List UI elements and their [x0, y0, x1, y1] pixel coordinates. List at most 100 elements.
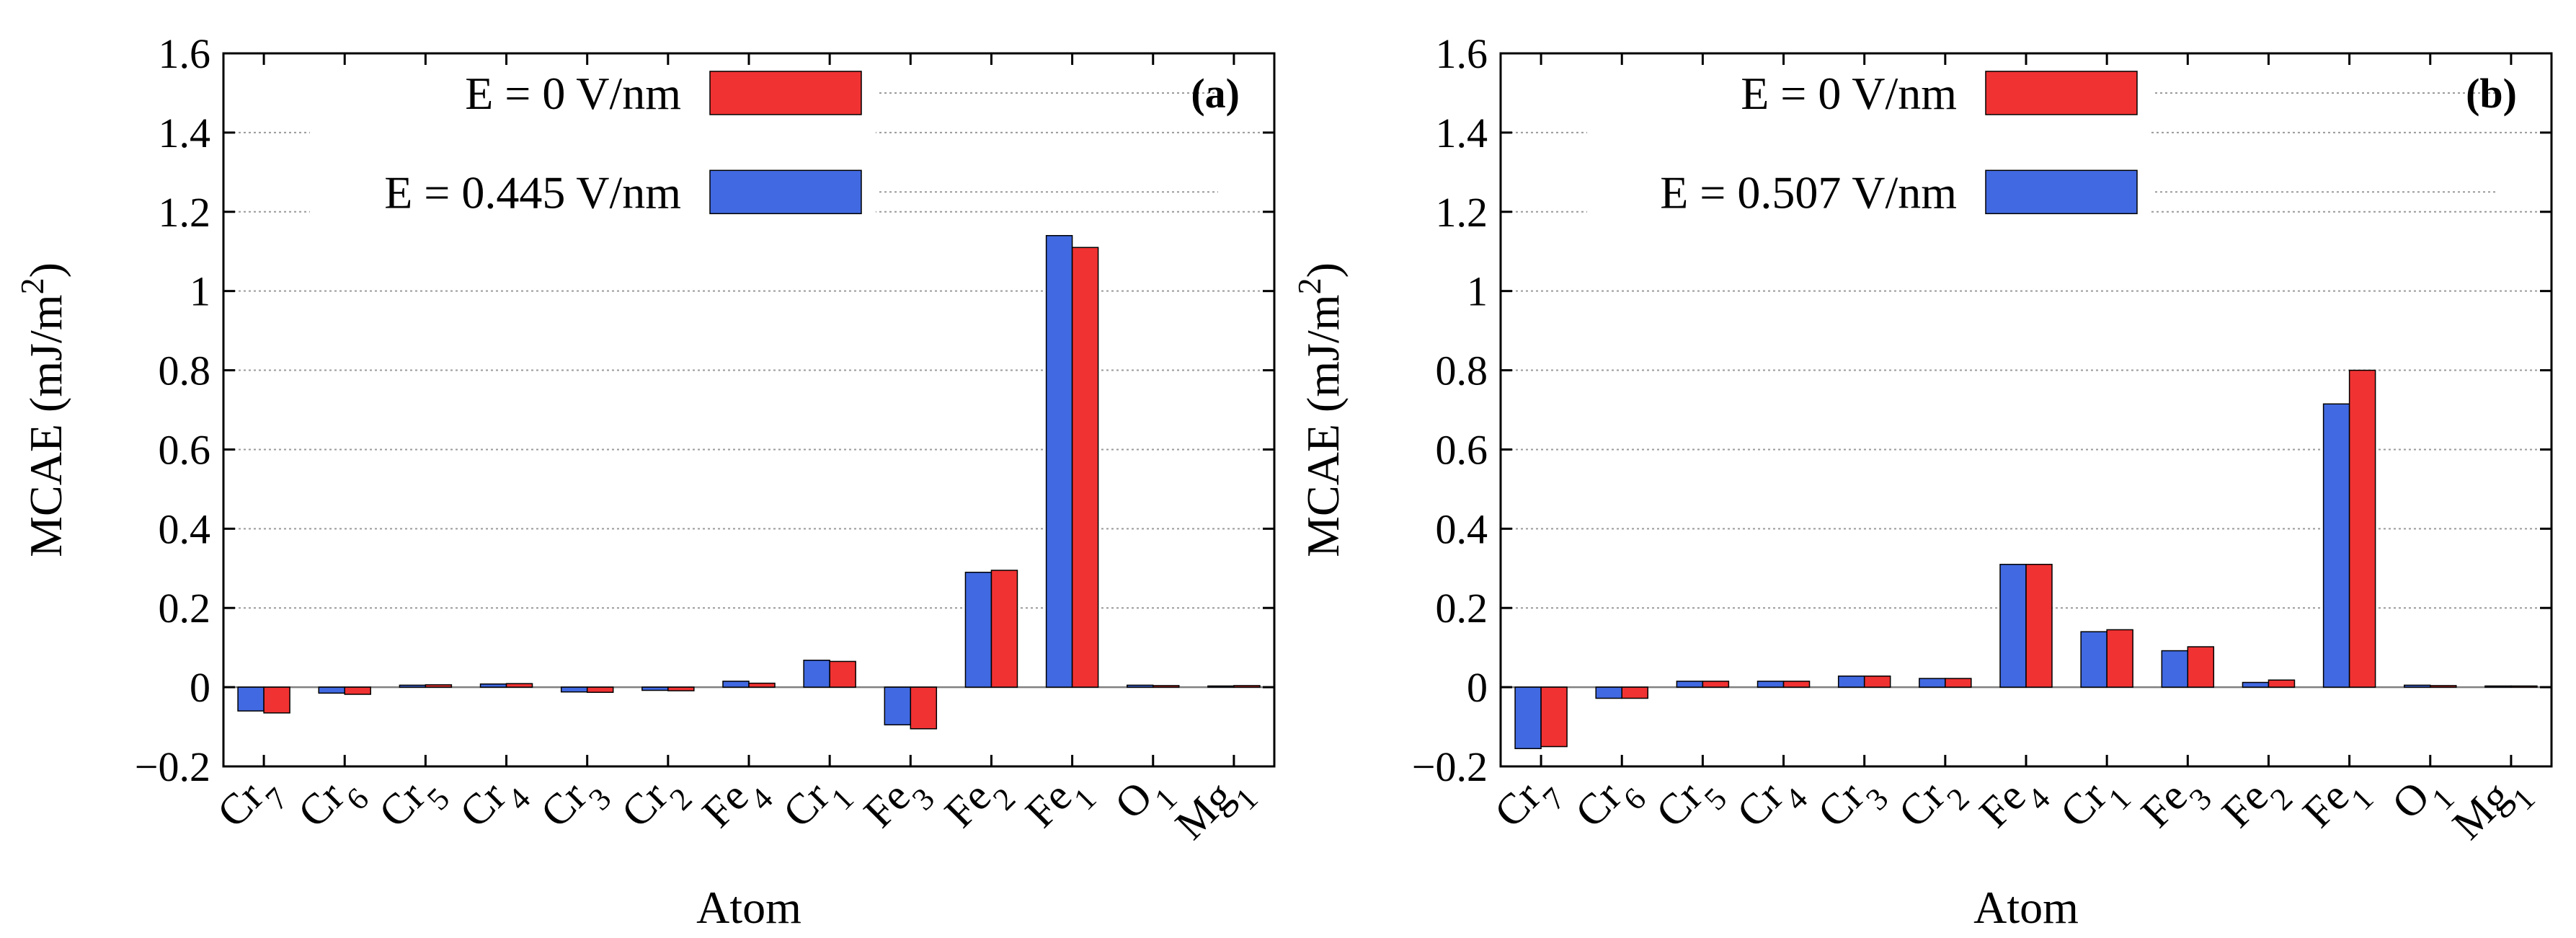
- x-tick-label-fe4: Fe4: [693, 761, 780, 848]
- bar-field-fe2: [2242, 681, 2270, 688]
- y-axis-title: MCAE (mJ/m2): [1291, 262, 1349, 557]
- bar-field-mg1: [1207, 685, 1235, 688]
- bar-field-cr5: [1676, 681, 1704, 688]
- x-tick-label-o1: O1: [1106, 761, 1183, 839]
- bar-field-cr4: [479, 683, 507, 688]
- bar-field-cr7: [1514, 686, 1542, 750]
- y-tick-label: 0: [1467, 664, 1488, 711]
- x-tick-label-mg1: Mg1: [2443, 761, 2541, 859]
- bar-field-cr1: [803, 659, 830, 688]
- bar-zero-field-cr7: [1540, 686, 1568, 748]
- bar-field-cr2: [641, 686, 669, 691]
- bar-zero-field-cr3: [586, 686, 614, 694]
- bar-zero-field-fe4: [2025, 564, 2053, 688]
- bar-zero-field-cr4: [505, 683, 533, 688]
- x-tick-label-cr3: Cr3: [1808, 761, 1895, 848]
- x-tick-label-cr1: Cr1: [774, 761, 861, 848]
- bar-zero-field-cr5: [425, 684, 453, 688]
- y-tick-label: 0.2: [1436, 585, 1488, 632]
- y-tick-label: 1.4: [1436, 110, 1488, 156]
- bar-zero-field-mg1: [1233, 685, 1261, 688]
- bar-field-o1: [2404, 684, 2431, 688]
- bar-zero-field-o1: [2430, 685, 2457, 688]
- bar-field-fe4: [1999, 564, 2027, 688]
- bar-field-fe4: [722, 681, 750, 688]
- bar-field-cr3: [1837, 675, 1865, 688]
- x-tick-label-fe4: Fe4: [1971, 761, 2057, 848]
- y-tick-label: 1: [190, 268, 210, 315]
- x-tick-label-cr6: Cr6: [289, 761, 376, 848]
- y-tick-label: 0.6: [159, 426, 211, 473]
- y-tick-label: −0.2: [135, 743, 210, 790]
- bar-field-mg1: [2484, 685, 2512, 688]
- bar-zero-field-cr1: [829, 660, 856, 688]
- bar-field-cr6: [318, 686, 345, 694]
- x-tick-label-fe2: Fe2: [936, 761, 1022, 848]
- bar-zero-field-cr3: [1863, 675, 1891, 688]
- y-tick-label: 1.6: [159, 30, 211, 77]
- y-tick-label: 1.2: [159, 189, 211, 236]
- y-tick-label: 0.2: [159, 585, 211, 632]
- bar-field-cr1: [2080, 631, 2108, 688]
- bar-zero-field-fe4: [748, 682, 776, 688]
- x-tick-label-fe1: Fe1: [2293, 761, 2380, 848]
- bar-zero-field-fe3: [910, 686, 938, 730]
- bar-zero-field-fe1: [1071, 247, 1099, 688]
- x-tick-label-cr4: Cr4: [450, 761, 537, 848]
- x-axis-title: Atom: [696, 882, 801, 933]
- y-tick-label: 1.2: [1436, 189, 1488, 236]
- legend-label: E = 0 V/nm: [465, 68, 681, 119]
- bar-zero-field-mg1: [2510, 685, 2538, 688]
- y-tick-label: 0.4: [159, 505, 211, 552]
- legend-swatch: [1985, 169, 2138, 215]
- bar-field-o1: [1127, 684, 1154, 688]
- chart-panel-b: −0.200.20.40.60.811.21.41.6Cr7Cr6Cr5Cr4C…: [1291, 30, 2553, 933]
- bar-field-fe1: [2322, 403, 2350, 688]
- y-tick-label: 1.4: [159, 110, 211, 156]
- legend-swatch: [709, 169, 862, 215]
- x-axis-title: Atom: [1973, 882, 2079, 933]
- x-tick-label-cr7: Cr7: [208, 761, 295, 848]
- legend-swatch: [709, 71, 862, 115]
- y-tick-label: 0.6: [1436, 426, 1488, 473]
- bar-zero-field-cr1: [2106, 629, 2133, 688]
- y-tick-label: 1.6: [1436, 30, 1488, 77]
- x-tick-label-cr6: Cr6: [1566, 761, 1653, 848]
- bar-zero-field-cr7: [263, 686, 290, 714]
- legend-label: E = 0 V/nm: [1741, 68, 1957, 119]
- x-tick-label-cr2: Cr2: [612, 761, 698, 848]
- x-tick-label-mg1: Mg1: [1166, 761, 1264, 859]
- x-tick-label-fe2: Fe2: [2213, 761, 2299, 848]
- x-tick-label-fe3: Fe3: [2132, 761, 2219, 848]
- bar-field-fe1: [1045, 234, 1073, 688]
- y-tick-label: 1: [1467, 268, 1488, 315]
- x-tick-label-cr5: Cr5: [1647, 761, 1733, 848]
- bar-field-cr2: [1919, 678, 1946, 688]
- bar-field-cr5: [399, 684, 427, 688]
- panel-label: (a): [1191, 70, 1240, 117]
- bar-field-fe3: [884, 686, 912, 726]
- chart-panel-a: −0.200.20.40.60.811.21.41.6Cr7Cr6Cr5Cr4C…: [14, 30, 1276, 933]
- legend-label: E = 0.507 V/nm: [1660, 167, 1957, 218]
- legend-label: E = 0.445 V/nm: [384, 167, 681, 218]
- bar-field-cr4: [1756, 681, 1785, 688]
- bar-field-cr7: [237, 686, 265, 712]
- y-axis-title: MCAE (mJ/m2): [14, 262, 72, 557]
- bar-zero-field-cr6: [1621, 686, 1648, 699]
- x-tick-label-cr4: Cr4: [1728, 761, 1814, 848]
- bar-zero-field-fe1: [2348, 369, 2376, 688]
- bar-field-fe2: [964, 572, 992, 688]
- x-tick-label-cr7: Cr7: [1485, 761, 1572, 848]
- y-tick-label: 0.8: [1436, 348, 1488, 394]
- bar-field-cr6: [1595, 686, 1622, 699]
- bar-zero-field-fe3: [2187, 646, 2215, 688]
- bar-zero-field-o1: [1152, 685, 1180, 688]
- x-tick-label-fe1: Fe1: [1016, 761, 1103, 848]
- bar-field-cr3: [560, 686, 588, 693]
- y-tick-label: 0: [190, 664, 210, 711]
- x-tick-label-cr3: Cr3: [531, 761, 618, 848]
- x-tick-label-o1: O1: [2383, 761, 2461, 839]
- bar-zero-field-cr2: [667, 686, 695, 691]
- y-tick-label: −0.2: [1412, 743, 1488, 790]
